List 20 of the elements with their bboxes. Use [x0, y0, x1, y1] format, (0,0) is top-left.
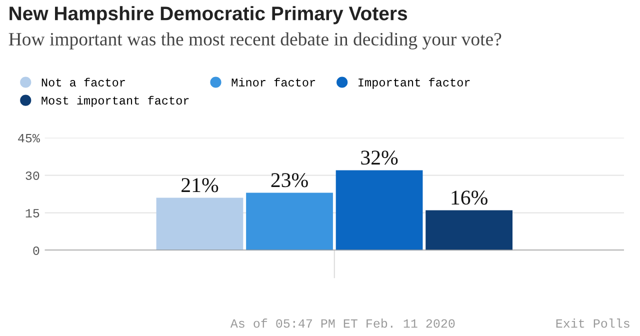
data-label: 21% [182, 178, 218, 192]
y-tick-label: 0 [33, 246, 40, 255]
bar [426, 210, 513, 250]
data-label: 32% [361, 150, 398, 165]
legend-label: Not a factor [42, 78, 125, 86]
chart-title: New Hampshire Democratic Primary Voters [10, 6, 408, 24]
bar [336, 170, 423, 250]
chart-subtitle: How important was the most recent debate in deciding your vote? [8, 32, 502, 50]
legend-label: Most important factor [42, 96, 189, 107]
bar [246, 192, 333, 250]
y-tick-label: 30 [26, 171, 40, 180]
y-tick-label: 45% [18, 134, 40, 142]
text: Exit Polls [556, 318, 630, 328]
legend-label: Important factor [358, 78, 470, 89]
legend-label: Minor factor [232, 78, 316, 86]
data-label: 16% [452, 190, 488, 205]
bar [156, 198, 244, 250]
data-label: 23% [271, 173, 308, 188]
text: As of 05:47 PM ET Feb. 11 2020 [230, 318, 455, 328]
y-tick-label: 15 [26, 209, 40, 218]
